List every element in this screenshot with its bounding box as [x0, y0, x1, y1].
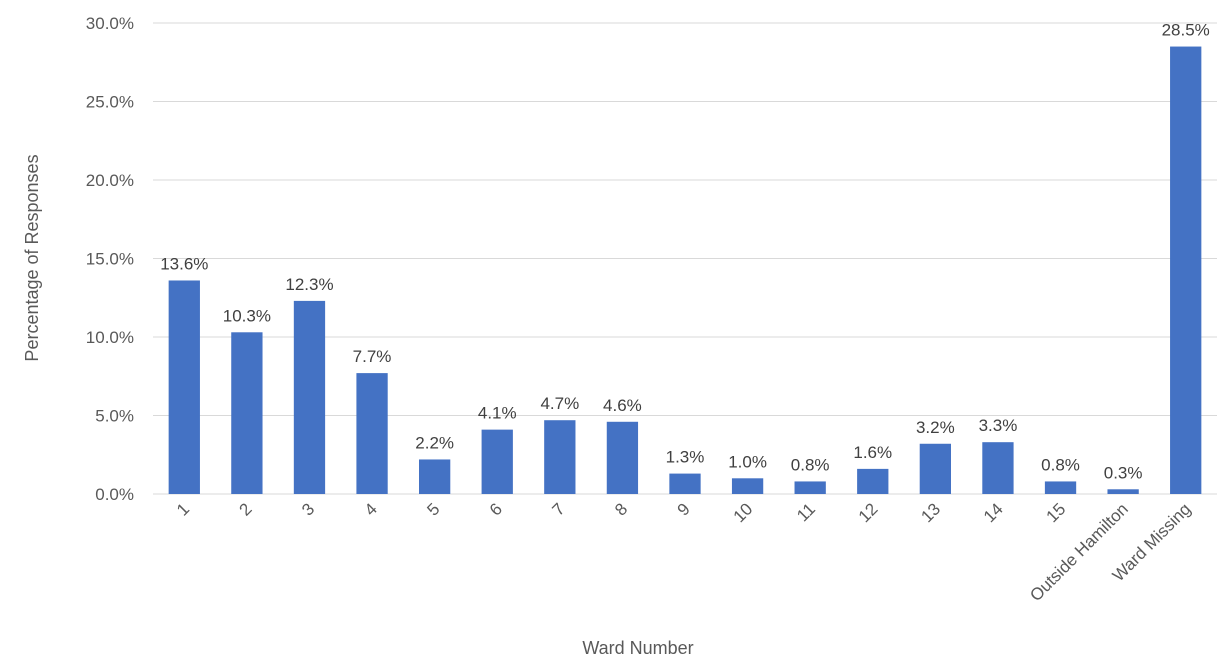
bar — [544, 420, 576, 494]
x-tick-label: 15 — [1043, 499, 1070, 526]
data-label: 1.6% — [853, 443, 892, 462]
bars — [168, 46, 1202, 495]
y-axis-tick-labels: 0.0% 5.0% 10.0% 15.0% 20.0% 25.0% 30.0% — [86, 14, 134, 504]
bar — [168, 280, 200, 494]
x-tick-label: 10 — [730, 499, 757, 526]
data-labels: 13.6% 10.3% 12.3% 7.7% 2.2% 4.1% 4.7% 4.6% 1.3% 1… — [160, 21, 1210, 483]
bar — [1107, 489, 1139, 494]
y-tick-label: 15.0% — [86, 250, 134, 269]
bar — [857, 468, 889, 494]
data-label: 1.0% — [728, 452, 767, 471]
x-tick-label: 5 — [423, 499, 443, 519]
y-tick-label: 30.0% — [86, 14, 134, 33]
bar — [481, 429, 513, 494]
data-label: 0.3% — [1104, 463, 1143, 482]
y-axis-title: Percentage of Responses — [22, 154, 42, 361]
data-label: 0.8% — [1041, 455, 1080, 474]
bar — [982, 442, 1014, 494]
data-label: 10.3% — [223, 306, 271, 325]
data-label: 3.2% — [916, 418, 955, 437]
bar — [356, 373, 388, 494]
x-tick-label: 1 — [173, 499, 193, 519]
x-axis-title: Ward Number — [582, 638, 693, 658]
x-tick-label: 14 — [980, 499, 1007, 526]
y-tick-label: 5.0% — [95, 407, 134, 426]
bar — [669, 473, 701, 494]
data-label: 2.2% — [415, 433, 454, 452]
x-tick-label: 8 — [611, 499, 631, 519]
x-tick-label: 9 — [674, 499, 694, 519]
bar — [731, 478, 764, 494]
bar — [419, 459, 451, 494]
bar — [293, 300, 326, 494]
y-tick-label: 20.0% — [86, 171, 134, 190]
bar — [231, 332, 263, 494]
x-tick-label: 13 — [917, 499, 944, 526]
x-tick-label: 2 — [236, 499, 256, 519]
y-tick-label: 25.0% — [86, 93, 134, 112]
data-label: 13.6% — [160, 254, 208, 273]
data-label: 4.6% — [603, 396, 642, 415]
y-tick-label: 0.0% — [95, 485, 134, 504]
x-tick-label: 11 — [793, 499, 819, 525]
data-label: 0.8% — [791, 455, 830, 474]
x-tick-label: Outside Hamilton — [1026, 499, 1132, 605]
data-label: 28.5% — [1162, 21, 1210, 40]
data-label: 7.7% — [353, 347, 392, 366]
x-tick-label: 4 — [361, 499, 381, 519]
bar — [606, 421, 639, 494]
x-tick-label: 3 — [298, 499, 318, 519]
x-tick-label: 6 — [486, 499, 506, 519]
y-tick-label: 10.0% — [86, 328, 134, 347]
data-label: 1.3% — [666, 448, 705, 467]
data-label: 12.3% — [285, 275, 333, 294]
bar — [794, 481, 826, 494]
bar — [1170, 46, 1202, 495]
gridlines — [153, 22, 1217, 495]
x-tick-label: 12 — [855, 499, 882, 526]
data-label: 4.7% — [540, 394, 579, 413]
bar — [919, 443, 951, 494]
data-label: 4.1% — [478, 404, 517, 423]
x-tick-label: 7 — [549, 499, 569, 519]
bar — [1044, 481, 1077, 494]
data-label: 3.3% — [979, 416, 1018, 435]
